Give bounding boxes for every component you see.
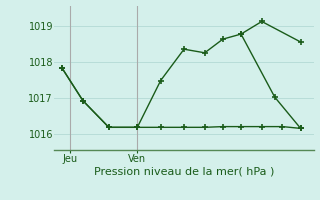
X-axis label: Pression niveau de la mer( hPa ): Pression niveau de la mer( hPa ) xyxy=(94,167,274,177)
